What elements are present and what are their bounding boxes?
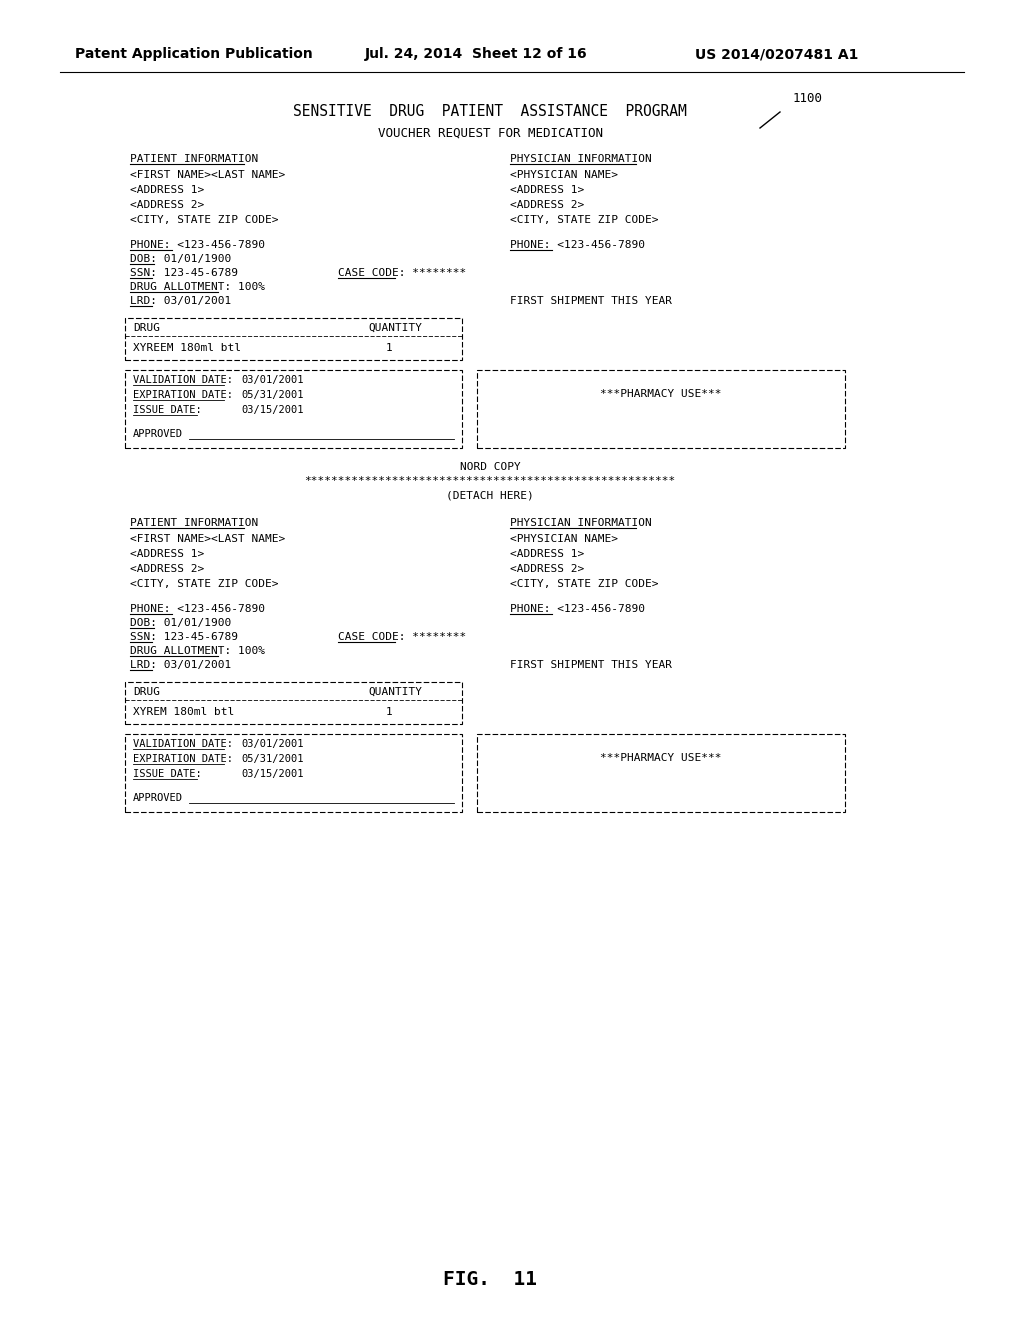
Text: (DETACH HERE): (DETACH HERE): [446, 490, 534, 500]
Text: CASE CODE: ********: CASE CODE: ********: [338, 268, 466, 279]
Text: 05/31/2001: 05/31/2001: [241, 389, 303, 400]
Text: 03/01/2001: 03/01/2001: [241, 375, 303, 385]
Text: DRUG: DRUG: [133, 686, 160, 697]
Bar: [477, 734, 845, 812]
Text: <ADDRESS 2>: <ADDRESS 2>: [130, 564, 204, 574]
Text: PHONE: <123-456-7890: PHONE: <123-456-7890: [130, 605, 265, 614]
Text: DRUG ALLOTMENT: 100%: DRUG ALLOTMENT: 100%: [130, 645, 265, 656]
Text: NORD COPY: NORD COPY: [460, 462, 520, 473]
Text: <FIRST NAME><LAST NAME>: <FIRST NAME><LAST NAME>: [130, 170, 286, 180]
Text: Jul. 24, 2014  Sheet 12 of 16: Jul. 24, 2014 Sheet 12 of 16: [365, 48, 588, 61]
Text: PATIENT INFORMATION: PATIENT INFORMATION: [130, 154, 258, 164]
Text: XYREM 180ml btl: XYREM 180ml btl: [133, 708, 234, 717]
Text: SENSITIVE  DRUG  PATIENT  ASSISTANCE  PROGRAM: SENSITIVE DRUG PATIENT ASSISTANCE PROGRA…: [293, 104, 687, 120]
Text: PHONE: <123-456-7890: PHONE: <123-456-7890: [510, 240, 645, 249]
Text: QUANTITY: QUANTITY: [368, 323, 422, 333]
Text: PHYSICIAN INFORMATION: PHYSICIAN INFORMATION: [510, 517, 651, 528]
Text: <ADDRESS 1>: <ADDRESS 1>: [510, 549, 585, 558]
Text: <CITY, STATE ZIP CODE>: <CITY, STATE ZIP CODE>: [510, 579, 658, 589]
Text: PATIENT INFORMATION: PATIENT INFORMATION: [130, 517, 258, 528]
Text: FIRST SHIPMENT THIS YEAR: FIRST SHIPMENT THIS YEAR: [510, 296, 672, 306]
Text: EXPIRATION DATE:: EXPIRATION DATE:: [133, 754, 233, 764]
Text: 05/31/2001: 05/31/2001: [241, 754, 303, 764]
Text: <CITY, STATE ZIP CODE>: <CITY, STATE ZIP CODE>: [510, 215, 658, 224]
Text: APPROVED: APPROVED: [133, 429, 183, 440]
Text: <ADDRESS 2>: <ADDRESS 2>: [510, 201, 585, 210]
Text: 03/01/2001: 03/01/2001: [241, 739, 303, 748]
Bar: [125, 734, 462, 812]
Bar: [125, 318, 462, 360]
Text: EXPIRATION DATE:: EXPIRATION DATE:: [133, 389, 233, 400]
Text: *******************************************************: ****************************************…: [304, 477, 676, 486]
Text: <FIRST NAME><LAST NAME>: <FIRST NAME><LAST NAME>: [130, 535, 286, 544]
Text: Patent Application Publication: Patent Application Publication: [75, 48, 312, 61]
Text: ISSUE DATE:: ISSUE DATE:: [133, 405, 202, 414]
Text: SSN: 123-45-6789: SSN: 123-45-6789: [130, 268, 238, 279]
Text: VOUCHER REQUEST FOR MEDICATION: VOUCHER REQUEST FOR MEDICATION: [378, 127, 602, 140]
Text: 03/15/2001: 03/15/2001: [241, 405, 303, 414]
Text: VALIDATION DATE:: VALIDATION DATE:: [133, 739, 233, 748]
Text: XYREEM 180ml btl: XYREEM 180ml btl: [133, 343, 241, 352]
Text: LRD: 03/01/2001: LRD: 03/01/2001: [130, 660, 231, 671]
Text: LRD: 03/01/2001: LRD: 03/01/2001: [130, 296, 231, 306]
Text: PHONE: <123-456-7890: PHONE: <123-456-7890: [130, 240, 265, 249]
Bar: [125, 370, 462, 447]
Text: 1100: 1100: [793, 92, 823, 106]
Text: CASE CODE: ********: CASE CODE: ********: [338, 632, 466, 642]
Text: VALIDATION DATE:: VALIDATION DATE:: [133, 375, 233, 385]
Text: <CITY, STATE ZIP CODE>: <CITY, STATE ZIP CODE>: [130, 215, 279, 224]
Text: 1: 1: [386, 708, 393, 717]
Text: 03/15/2001: 03/15/2001: [241, 770, 303, 779]
Text: <ADDRESS 1>: <ADDRESS 1>: [130, 549, 204, 558]
Text: <CITY, STATE ZIP CODE>: <CITY, STATE ZIP CODE>: [130, 579, 279, 589]
Text: QUANTITY: QUANTITY: [368, 686, 422, 697]
Text: ***PHARMACY USE***: ***PHARMACY USE***: [600, 754, 722, 763]
Text: PHONE: <123-456-7890: PHONE: <123-456-7890: [510, 605, 645, 614]
Text: <ADDRESS 1>: <ADDRESS 1>: [130, 185, 204, 195]
Text: <PHYSICIAN NAME>: <PHYSICIAN NAME>: [510, 170, 618, 180]
Text: DOB: 01/01/1900: DOB: 01/01/1900: [130, 253, 231, 264]
Text: FIG.  11: FIG. 11: [443, 1270, 537, 1290]
Text: ***PHARMACY USE***: ***PHARMACY USE***: [600, 389, 722, 399]
Text: PHYSICIAN INFORMATION: PHYSICIAN INFORMATION: [510, 154, 651, 164]
Text: US 2014/0207481 A1: US 2014/0207481 A1: [695, 48, 858, 61]
Text: 1: 1: [386, 343, 393, 352]
Text: <ADDRESS 2>: <ADDRESS 2>: [130, 201, 204, 210]
Text: <PHYSICIAN NAME>: <PHYSICIAN NAME>: [510, 535, 618, 544]
Text: APPROVED: APPROVED: [133, 793, 183, 803]
Text: DRUG ALLOTMENT: 100%: DRUG ALLOTMENT: 100%: [130, 282, 265, 292]
Text: ISSUE DATE:: ISSUE DATE:: [133, 770, 202, 779]
Bar: [125, 682, 462, 723]
Text: DRUG: DRUG: [133, 323, 160, 333]
Text: <ADDRESS 2>: <ADDRESS 2>: [510, 564, 585, 574]
Text: FIRST SHIPMENT THIS YEAR: FIRST SHIPMENT THIS YEAR: [510, 660, 672, 671]
Text: <ADDRESS 1>: <ADDRESS 1>: [510, 185, 585, 195]
Text: DOB: 01/01/1900: DOB: 01/01/1900: [130, 618, 231, 628]
Text: SSN: 123-45-6789: SSN: 123-45-6789: [130, 632, 238, 642]
Bar: [477, 370, 845, 447]
